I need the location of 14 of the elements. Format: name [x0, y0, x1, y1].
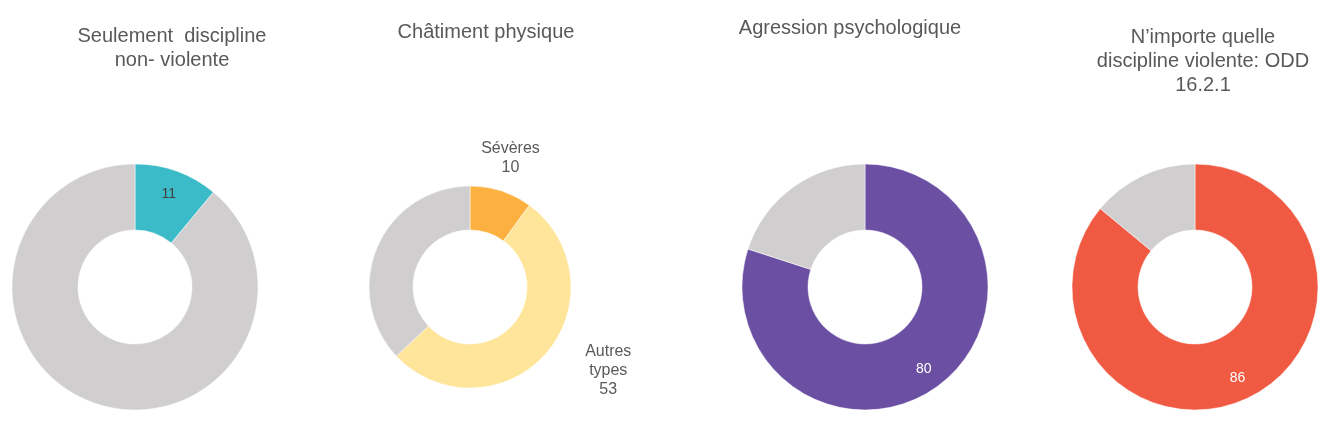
slice-label: Sévères — [481, 139, 540, 157]
data-label: 53 — [599, 379, 618, 397]
slice-label: Autres types — [585, 341, 632, 378]
donut-slice — [741, 163, 989, 411]
data-label: 86 — [1229, 369, 1246, 386]
data-label: 10 — [501, 158, 520, 176]
data-label: 80 — [915, 359, 932, 376]
donut-slice — [1071, 163, 1319, 411]
chart-title: N’importe quelle discipline violente: ODD 16.2.1 — [1096, 25, 1310, 95]
donut-slice — [11, 163, 259, 411]
data-label: 11 — [161, 184, 177, 201]
chart-title: Châtiment physique — [397, 20, 575, 42]
chart-title: Seulement discipline non- violente — [77, 24, 267, 70]
chart-title: Agression psychologique — [738, 16, 962, 38]
